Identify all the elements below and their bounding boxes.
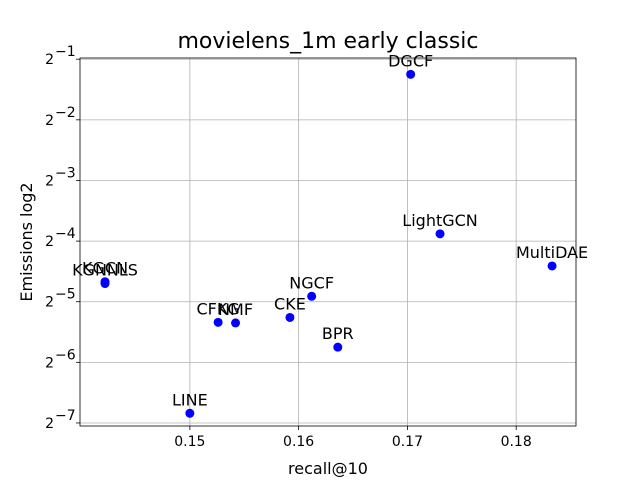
y-tick-exponent: −1 [55,44,76,60]
y-axis: 2 −12 −22 −32 −42 −52 −62 −7 [45,44,80,432]
y-tick-exponent: −2 [55,105,76,121]
point-label: NMF [218,300,253,319]
data-point [285,312,295,322]
point-label: DGCF [388,51,433,70]
chart-title: movielens_1m early classic [177,29,478,54]
data-point [547,261,557,271]
point-label: BPR [322,324,354,343]
y-tick-exponent: −6 [55,347,76,363]
data-point [185,408,195,418]
data-point [213,317,223,327]
data-point [231,318,241,328]
x-axis-title: recall@10 [288,459,368,478]
point-label: LINE [172,390,208,409]
y-tick-label: 2 [45,113,54,129]
point-label: MultiDAE [516,243,588,262]
x-tick-label: 0.15 [174,434,205,450]
x-tick-label: 0.16 [283,434,314,450]
point-label: KGNNLS [72,261,138,280]
plot-area [79,57,577,427]
y-axis-title: Emissions log2 [17,182,36,301]
grid [80,58,576,426]
y-tick-label: 2 [45,234,54,250]
point-label: NGCF [289,273,334,292]
point-label: LightGCN [402,211,477,230]
data-point [406,69,416,79]
y-tick-exponent: −4 [55,226,76,242]
point-label: KGCN [82,259,128,278]
y-tick-label: 2 [45,173,54,189]
y-tick-exponent: −7 [55,408,76,424]
y-tick-label: 2 [45,295,54,311]
y-tick-exponent: −3 [55,165,76,181]
data-point [333,342,343,352]
point-label: CKE [274,294,306,313]
y-tick-label: 2 [45,355,54,371]
y-tick-label: 2 [45,52,54,68]
x-tick-label: 0.17 [392,434,423,450]
x-axis: 0.15 0.16 0.17 0.18 [174,426,532,450]
x-tick-label: 0.18 [501,434,532,450]
data-point [435,229,445,239]
y-tick-label: 2 [45,416,54,432]
point-label: CFKG [197,299,240,318]
data-points [100,69,557,418]
data-point [100,279,110,289]
y-tick-exponent: −5 [55,287,76,303]
data-point [307,291,317,301]
